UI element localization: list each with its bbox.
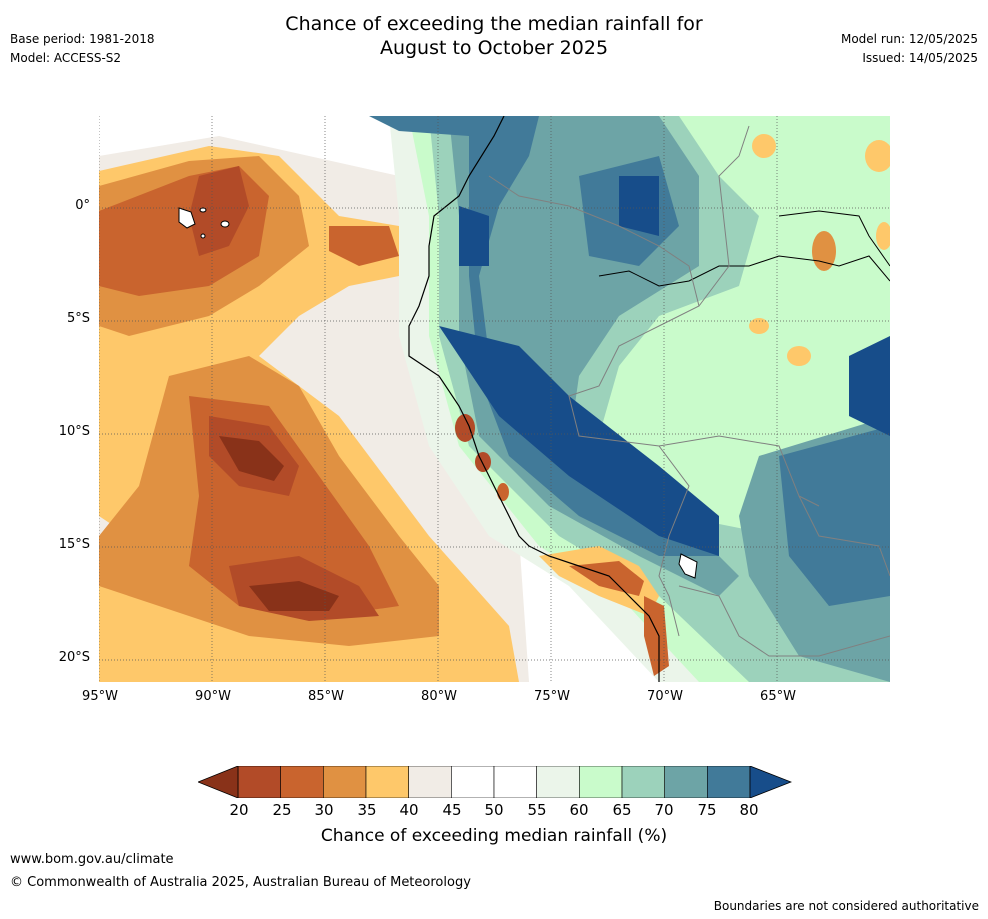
lat-label-10s: 10°S: [58, 424, 90, 439]
model-run: Model run: 12/05/2025: [840, 32, 978, 46]
meta-right: Model run: 12/05/2025 Issued: 14/05/2025: [841, 30, 978, 68]
lon-label-70w: 70°W: [647, 689, 683, 704]
wet-land-region: [369, 116, 890, 682]
cbar-tick-30: 30: [314, 801, 334, 819]
lat-label-15s: 15°S: [58, 537, 90, 552]
title-line-2: August to October 2025: [379, 37, 609, 59]
colorbar-cell: [280, 766, 324, 798]
colorbar-cell: [621, 766, 665, 798]
cbar-tick-65: 65: [612, 801, 632, 819]
lon-label-80w: 80°W: [421, 689, 457, 704]
cbar-tick-70: 70: [654, 801, 674, 819]
cbar-tick-75: 75: [697, 801, 717, 819]
lon-label-65w: 65°W: [760, 689, 796, 704]
coastline: [408, 116, 660, 682]
colorbar-cell: [536, 766, 580, 798]
cbar-tick-55: 55: [527, 801, 547, 819]
model-name: Model: ACCESS-S2: [10, 51, 122, 65]
colorbar-cell: [707, 766, 751, 798]
cbar-tick-20: 20: [229, 801, 249, 819]
lake-titicaca: [678, 553, 698, 579]
title-line-1: Chance of exceeding the median rainfall …: [285, 13, 703, 35]
lat-label-20s: 20°S: [58, 650, 90, 665]
footer-note: Boundaries are not considered authoritat…: [713, 899, 979, 913]
colorbar-cell: [451, 766, 495, 798]
cbar-tick-35: 35: [357, 801, 377, 819]
base-period: Base period: 1981-2018: [10, 32, 155, 46]
meta-left: Base period: 1981-2018 Model: ACCESS-S2: [10, 30, 155, 68]
lat-label-0: 0°: [75, 198, 90, 213]
lon-label-75w: 75°W: [534, 689, 570, 704]
lon-label-85w: 85°W: [308, 689, 344, 704]
colorbar-cell: [323, 766, 367, 798]
map-title: Chance of exceeding the median rainfall …: [0, 12, 988, 60]
colorbar-low-arrow: [198, 766, 239, 798]
colorbar-cell: [365, 766, 409, 798]
galapagos-islands: [178, 207, 230, 239]
lon-label-90w: 90°W: [195, 689, 231, 704]
colorbar: [198, 766, 792, 798]
map-canvas: [99, 116, 890, 682]
colorbar-high-arrow: [749, 766, 792, 798]
footer-copyright: © Commonwealth of Australia 2025, Austra…: [10, 875, 471, 890]
cbar-tick-50: 50: [484, 801, 504, 819]
issued-date: Issued: 14/05/2025: [862, 51, 978, 65]
dry-ocean-region: [99, 136, 529, 682]
colorbar-cell: [493, 766, 537, 798]
colorbar-cell: [664, 766, 708, 798]
river-upper: [778, 210, 890, 267]
rainfall-map: [99, 116, 890, 682]
coastal-dry-pockets: [455, 134, 890, 676]
cbar-tick-45: 45: [442, 801, 462, 819]
cbar-tick-25: 25: [272, 801, 292, 819]
country-borders: [488, 125, 890, 657]
gridlines: [99, 116, 890, 682]
cbar-tick-60: 60: [569, 801, 589, 819]
lon-label-95w: 95°W: [82, 689, 118, 704]
colorbar-cell: [579, 766, 623, 798]
amazon-river: [598, 255, 890, 287]
colorbar-cell: [237, 766, 281, 798]
cbar-tick-80: 80: [739, 801, 759, 819]
colorbar-cell: [408, 766, 452, 798]
footer-url: www.bom.gov.au/climate: [10, 852, 174, 867]
lat-label-5s: 5°S: [66, 311, 90, 326]
colorbar-label: Chance of exceeding median rainfall (%): [320, 826, 668, 846]
cbar-tick-40: 40: [399, 801, 419, 819]
